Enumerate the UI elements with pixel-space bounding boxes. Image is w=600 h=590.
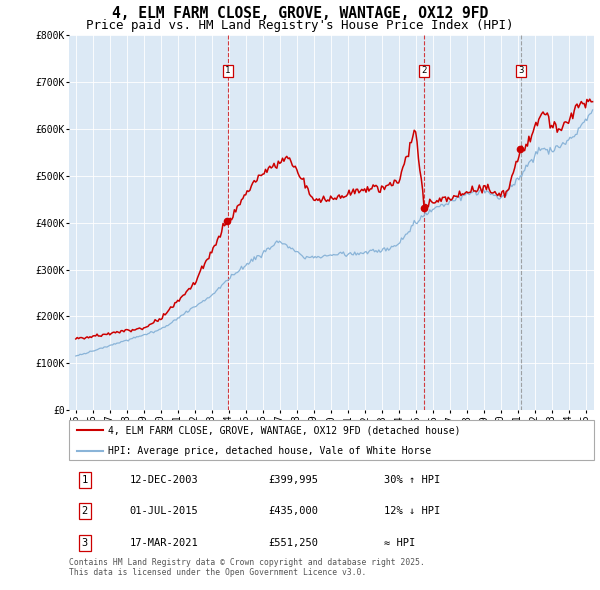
Text: 3: 3 (82, 537, 88, 548)
Text: 2: 2 (82, 506, 88, 516)
Text: 4, ELM FARM CLOSE, GROVE, WANTAGE, OX12 9FD (detached house): 4, ELM FARM CLOSE, GROVE, WANTAGE, OX12 … (109, 425, 461, 435)
Text: 4, ELM FARM CLOSE, GROVE, WANTAGE, OX12 9FD: 4, ELM FARM CLOSE, GROVE, WANTAGE, OX12 … (112, 6, 488, 21)
Text: 01-JUL-2015: 01-JUL-2015 (130, 506, 198, 516)
Text: 17-MAR-2021: 17-MAR-2021 (130, 537, 198, 548)
Text: 3: 3 (518, 67, 524, 76)
Text: 12% ↓ HPI: 12% ↓ HPI (384, 506, 440, 516)
Text: 1: 1 (225, 67, 230, 76)
Text: 12-DEC-2003: 12-DEC-2003 (130, 474, 198, 484)
Text: £399,995: £399,995 (269, 474, 319, 484)
Text: Contains HM Land Registry data © Crown copyright and database right 2025.
This d: Contains HM Land Registry data © Crown c… (69, 558, 425, 577)
Text: £551,250: £551,250 (269, 537, 319, 548)
Text: 1: 1 (82, 474, 88, 484)
Text: HPI: Average price, detached house, Vale of White Horse: HPI: Average price, detached house, Vale… (109, 447, 431, 457)
Text: Price paid vs. HM Land Registry's House Price Index (HPI): Price paid vs. HM Land Registry's House … (86, 19, 514, 32)
Text: £435,000: £435,000 (269, 506, 319, 516)
FancyBboxPatch shape (69, 420, 594, 460)
Text: 2: 2 (421, 67, 427, 76)
Text: ≈ HPI: ≈ HPI (384, 537, 415, 548)
Text: 30% ↑ HPI: 30% ↑ HPI (384, 474, 440, 484)
